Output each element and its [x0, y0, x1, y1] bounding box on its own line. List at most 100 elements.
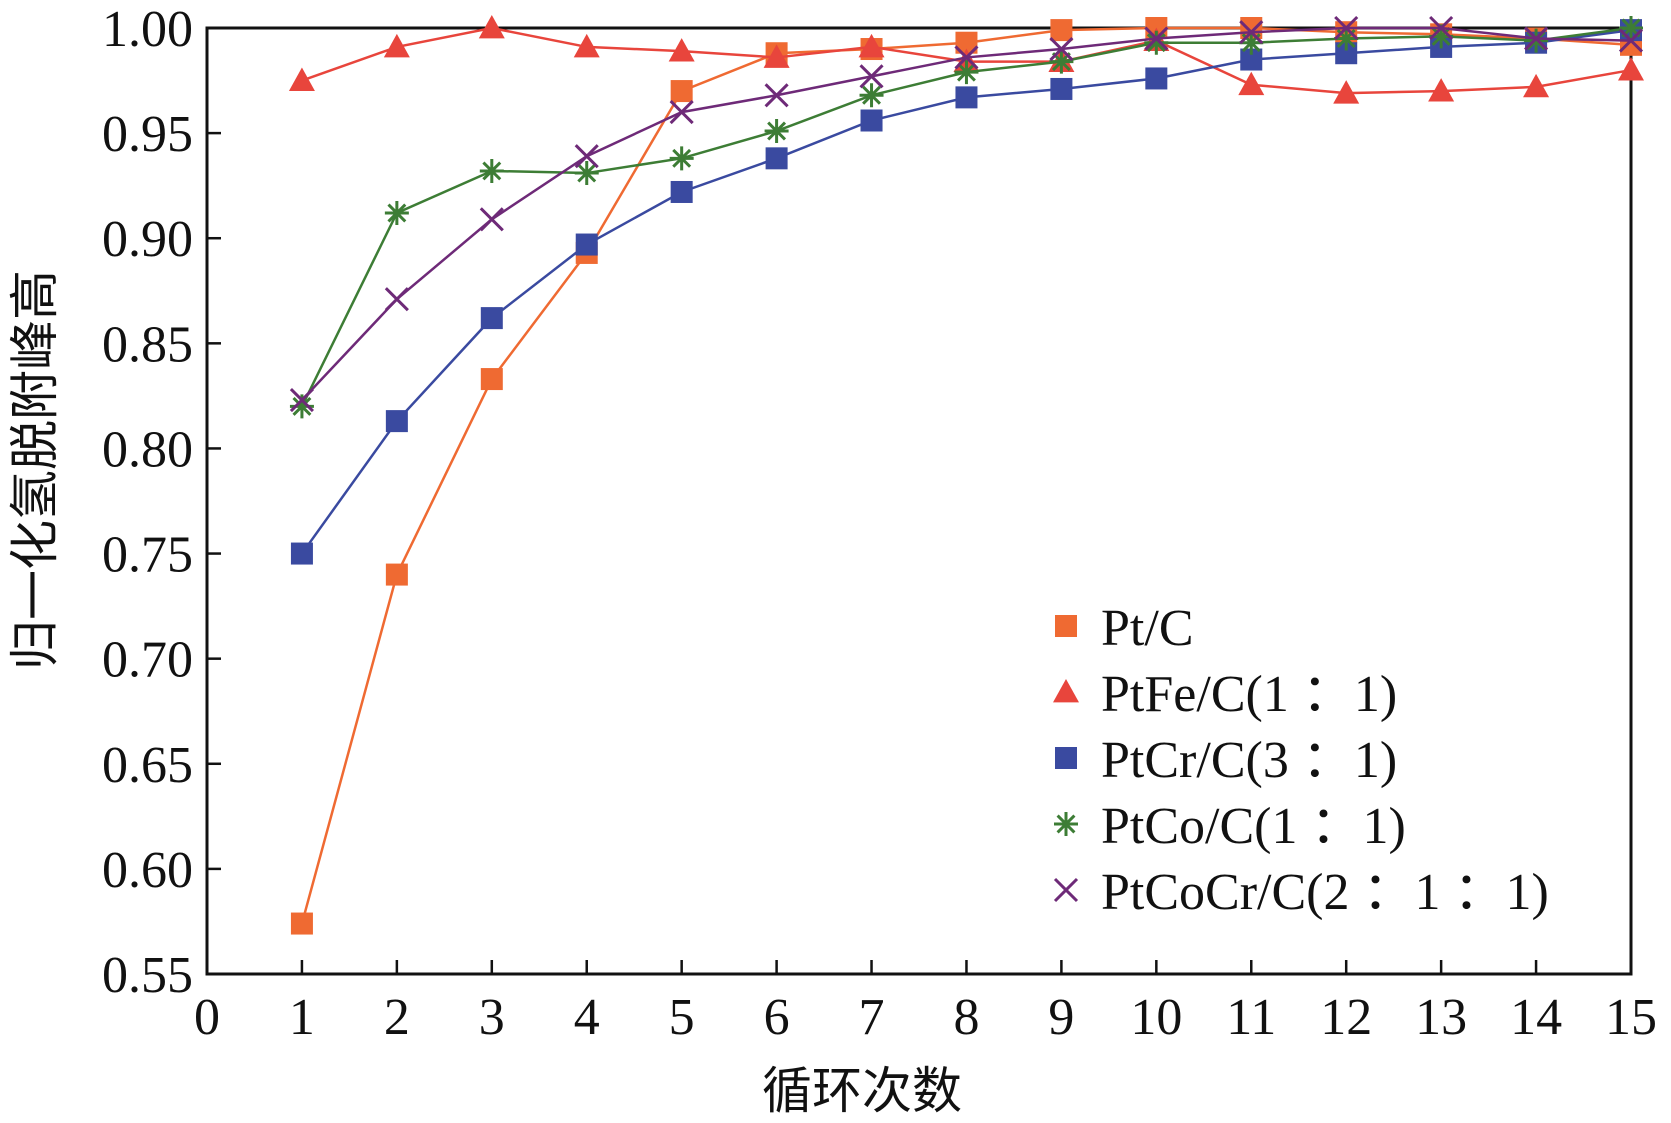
- data-point: [955, 31, 978, 54]
- data-point: [479, 158, 504, 183]
- data-point: [574, 144, 599, 169]
- y-tick-label: 0.85: [102, 316, 193, 373]
- data-point: [858, 33, 885, 58]
- data-point: [1429, 24, 1454, 49]
- data-point: [289, 394, 314, 419]
- data-point: [1050, 19, 1073, 42]
- data-point: [1334, 26, 1359, 51]
- series-3: [289, 16, 1643, 419]
- data-point: [954, 60, 979, 85]
- data-point: [1144, 26, 1169, 51]
- data-point: [860, 109, 883, 132]
- x-tick-label: 1: [289, 989, 315, 1046]
- data-point: [1335, 42, 1358, 65]
- series-layer: [288, 15, 1644, 935]
- legend-marker: [1053, 679, 1079, 703]
- data-point: [954, 45, 979, 70]
- data-point: [1523, 73, 1550, 98]
- data-point: [1145, 67, 1168, 90]
- data-point: [1049, 36, 1074, 62]
- x-tick-label: 0: [194, 989, 220, 1046]
- data-point: [1618, 57, 1644, 81]
- y-tick-label: 0.90: [102, 211, 193, 268]
- plot-frame: [205, 26, 1633, 976]
- data-point: [859, 83, 884, 108]
- x-tick-label: 4: [574, 989, 600, 1046]
- data-point: [1050, 77, 1073, 100]
- y-tick-label: 0.55: [102, 947, 193, 1004]
- data-point: [1524, 26, 1549, 51]
- data-point: [764, 119, 789, 144]
- x-tick-label: 5: [669, 989, 695, 1046]
- legend-marker: [1055, 615, 1077, 637]
- y-tick-label: 0.95: [102, 106, 193, 163]
- data-point: [288, 67, 315, 91]
- data-point: [480, 307, 503, 330]
- data-point: [670, 80, 693, 103]
- data-point: [1049, 49, 1074, 74]
- data-point: [1240, 48, 1263, 71]
- data-point: [1618, 28, 1644, 53]
- data-point: [384, 287, 409, 312]
- data-point: [289, 388, 314, 413]
- x-tick-label: 9: [1048, 989, 1074, 1046]
- legend-marker: [1055, 747, 1077, 769]
- x-tick-label: 8: [953, 989, 979, 1046]
- data-point: [1333, 80, 1360, 104]
- y-tick-label: 1.00: [102, 1, 193, 58]
- data-point: [385, 410, 408, 433]
- data-point: [668, 38, 695, 62]
- x-tick-label: 2: [384, 989, 410, 1046]
- data-point: [859, 64, 884, 89]
- data-point: [1144, 30, 1169, 55]
- series-line: [300, 26, 1632, 924]
- legend-label: PtCr/C(3 ：1): [1101, 732, 1397, 789]
- legend: Pt/C PtFe/C(1 ：1) PtCr/C(3 ：1) PtCo/C(1 ：1)…: [1053, 600, 1549, 921]
- x-tick-label: 11: [1226, 989, 1276, 1046]
- x-tick-label: 6: [764, 989, 790, 1046]
- x-tick-label: 3: [479, 989, 505, 1046]
- data-point: [1428, 78, 1455, 102]
- data-point: [573, 33, 600, 58]
- y-tick-label: 0.75: [102, 527, 193, 584]
- x-tick-label: 7: [859, 989, 885, 1046]
- data-point: [479, 207, 504, 232]
- y-tick-label: 0.80: [102, 421, 193, 478]
- data-point: [478, 15, 505, 39]
- axes-layer: 0 1 2 3 4 5 6 7 8 9 10 11 12 13 14 150.550.600.650.700.…: [102, 1, 1657, 1046]
- x-tick-label: 12: [1320, 989, 1372, 1046]
- y-axis-title: 归一化氢脱附峰高: [6, 270, 64, 670]
- data-point: [383, 33, 410, 58]
- series-4: [289, 15, 1644, 413]
- data-point: [1239, 30, 1264, 55]
- data-point: [290, 912, 313, 935]
- series-0: [290, 17, 1642, 935]
- legend-label: PtFe/C(1 ：1): [1101, 666, 1397, 723]
- data-point: [1429, 15, 1454, 41]
- data-point: [764, 83, 789, 108]
- legend-label: Pt/C: [1101, 600, 1194, 657]
- data-point: [669, 100, 694, 125]
- y-tick-label: 0.70: [102, 632, 193, 689]
- data-point: [1619, 16, 1643, 40]
- series-line: [300, 28, 1632, 555]
- data-point: [385, 563, 408, 586]
- data-point: [1239, 20, 1264, 45]
- data-point: [1238, 71, 1265, 96]
- y-tick-label: 0.65: [102, 737, 193, 794]
- data-point: [669, 146, 694, 171]
- x-tick-label: 14: [1510, 989, 1562, 1046]
- data-point: [1334, 15, 1359, 41]
- data-point: [763, 44, 790, 68]
- data-point: [765, 147, 788, 170]
- series-line: [300, 26, 1632, 407]
- y-tick-label: 0.60: [102, 842, 193, 899]
- data-point: [290, 542, 313, 565]
- data-point: [480, 368, 503, 391]
- x-axis-title: 循环次数: [762, 1062, 962, 1120]
- x-tick-label: 13: [1415, 989, 1467, 1046]
- x-tick-label: 10: [1130, 989, 1182, 1046]
- x-tick-label: 15: [1605, 989, 1657, 1046]
- data-point: [384, 200, 409, 225]
